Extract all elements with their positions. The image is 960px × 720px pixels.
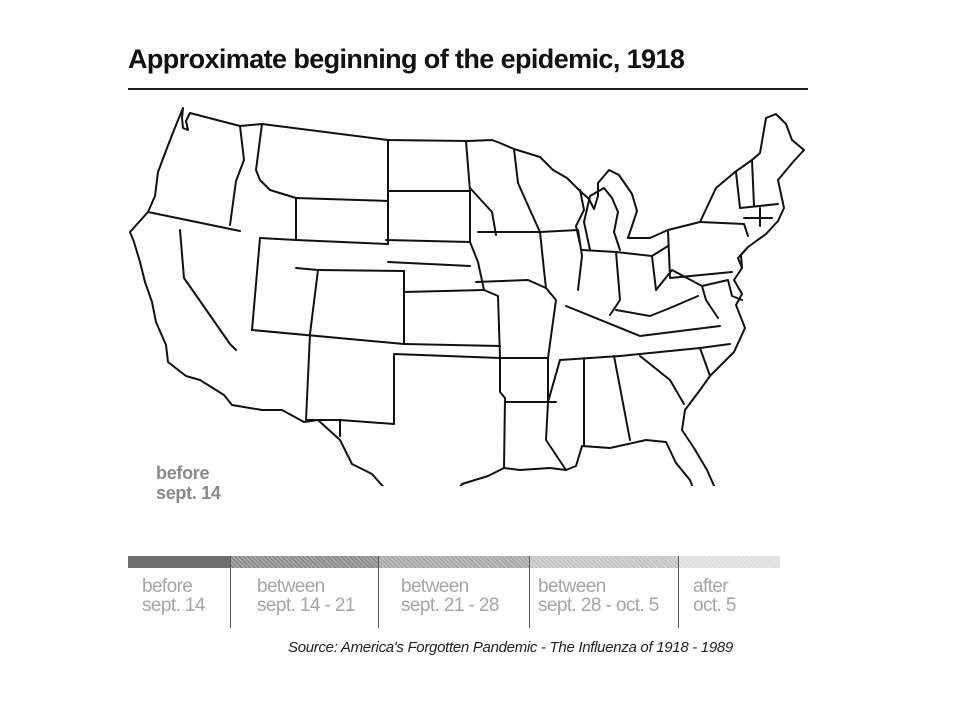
legend-divider: [529, 556, 530, 628]
source-note: Source: America's Forgotten Pandemic - T…: [288, 639, 733, 656]
map-annotation-line1: before: [156, 463, 210, 483]
legend-swatch: [128, 556, 230, 568]
legend-label-line2: sept. 14: [142, 595, 205, 616]
legend-swatch: [379, 556, 529, 568]
legend-divider: [230, 556, 231, 628]
legend-label-line1: between: [401, 576, 469, 597]
legend-swatch: [530, 556, 678, 568]
legend-item-sept-21-28: between sept. 21 - 28: [379, 556, 529, 628]
legend: before sept. 14 between sept. 14 - 21 be…: [128, 556, 780, 628]
legend-label-line2: oct. 5: [693, 595, 736, 616]
figure-title: Approximate beginning of the epidemic, 1…: [128, 44, 685, 74]
legend-item-after-oct-5: after oct. 5: [679, 556, 780, 628]
legend-item-before-sept-14: before sept. 14: [128, 556, 230, 628]
legend-label-line1: after: [693, 576, 729, 597]
legend-label-line2: sept. 28 - oct. 5: [538, 595, 659, 616]
legend-item-sept-14-21: between sept. 14 - 21: [231, 556, 379, 628]
us-states-map: [129, 107, 805, 486]
legend-swatch: [231, 556, 379, 568]
map-annotation: before sept. 14: [156, 463, 221, 503]
legend-swatch: [679, 556, 780, 568]
legend-label-line1: between: [538, 576, 606, 597]
legend-label-line2: sept. 14 - 21: [257, 595, 355, 616]
legend-divider: [678, 556, 679, 628]
legend-label-line1: between: [257, 576, 325, 597]
legend-item-sept-28-oct-5: between sept. 28 - oct. 5: [530, 556, 678, 628]
title-rule: [128, 88, 808, 90]
legend-label-line1: before: [142, 576, 193, 597]
legend-label-line2: sept. 21 - 28: [401, 595, 499, 616]
map-annotation-line2: sept. 14: [156, 483, 221, 503]
legend-divider: [378, 556, 379, 628]
